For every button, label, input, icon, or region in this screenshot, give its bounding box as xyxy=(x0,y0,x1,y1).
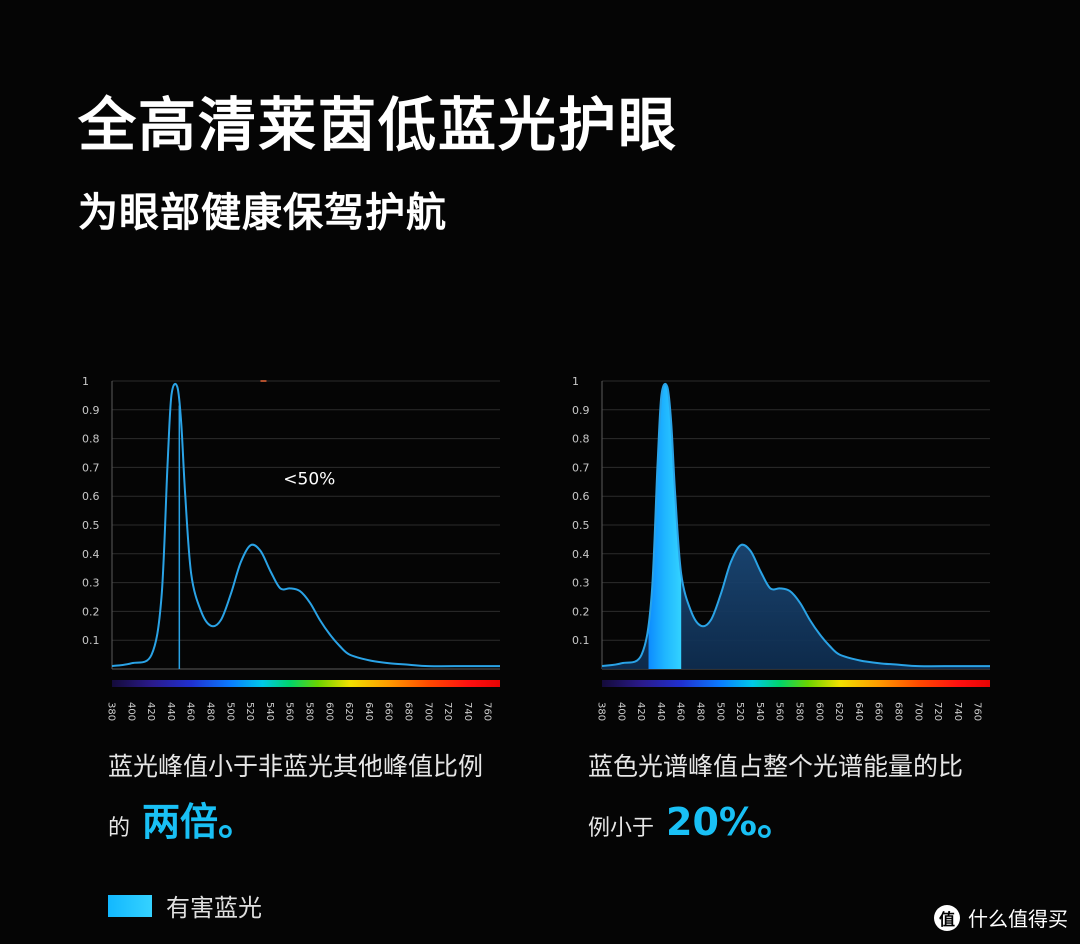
y-tick-label: 0.2 xyxy=(572,605,590,618)
x-tick-label: 420 xyxy=(145,702,156,721)
y-tick-label: 0.2 xyxy=(82,605,100,618)
y-tick-label: 0.5 xyxy=(82,519,100,532)
caption-left-emphasis: 两倍。 xyxy=(142,800,257,844)
x-tick-label: 500 xyxy=(224,702,235,721)
x-tick-label: 760 xyxy=(972,702,983,721)
x-tick-label: 680 xyxy=(893,702,904,721)
y-tick-label: 0.8 xyxy=(82,433,100,446)
caption-right-prefix: 例小于 xyxy=(588,816,655,841)
x-tick-label: 620 xyxy=(343,702,354,721)
y-tick-label: 0.9 xyxy=(82,404,100,417)
caption-left-line2: 的两倍。 xyxy=(108,800,256,846)
caption-left-line1: 蓝光峰值小于非蓝光其他峰值比例 xyxy=(108,752,484,781)
y-tick-label: 0.7 xyxy=(82,461,100,474)
x-tick-label: 400 xyxy=(615,702,626,721)
x-tick-label: 480 xyxy=(205,702,216,721)
visible-spectrum-bar xyxy=(112,680,500,687)
y-tick-label: 1 xyxy=(82,375,89,388)
x-tick-label: 520 xyxy=(244,702,255,721)
x-tick-label: 460 xyxy=(675,702,686,721)
caption-right-line2: 例小于 20%。 xyxy=(588,800,795,846)
annotation-label: <50% xyxy=(283,470,335,490)
x-tick-label: 440 xyxy=(655,702,666,721)
y-tick-label: 0.3 xyxy=(82,577,100,590)
legend: 有害蓝光 xyxy=(108,888,262,923)
x-tick-label: 420 xyxy=(635,702,646,721)
y-tick-label: 0.3 xyxy=(572,577,590,590)
spectrum-area xyxy=(602,383,990,669)
x-tick-label: 600 xyxy=(323,702,334,721)
y-tick-label: 1 xyxy=(572,375,579,388)
legend-label: 有害蓝光 xyxy=(166,894,262,922)
y-tick-label: 0.6 xyxy=(572,490,590,503)
y-tick-label: 0.1 xyxy=(82,634,100,647)
x-tick-label: 660 xyxy=(873,702,884,721)
spectrum-chart-right: 0.1 0.2 0.3 0.4 0.5 0.6 0.7 0.8 0.9 1 380 400 420 440… xyxy=(572,375,990,721)
x-tick-label: 640 xyxy=(853,702,864,721)
caption-right-emphasis: 20%。 xyxy=(666,800,795,844)
x-tick-label: 700 xyxy=(912,702,923,721)
watermark-text: 什么值得买 xyxy=(968,907,1068,931)
y-tick-label: 0.7 xyxy=(572,461,590,474)
x-tick-label: 540 xyxy=(754,702,765,721)
spectrum-curve xyxy=(111,382,500,668)
x-tick-label: 520 xyxy=(734,702,745,721)
spectrum-chart-left: 0.1 0.2 0.3 0.4 0.5 0.6 0.7 0.8 0.9 1 <50% 380 400 42… xyxy=(82,375,500,721)
y-tick-label: 0.4 xyxy=(82,548,100,561)
caption-left-prefix: 的 xyxy=(108,816,131,841)
y-tick-label: 0.1 xyxy=(572,634,590,647)
x-tick-label: 540 xyxy=(264,702,275,721)
legend-swatch xyxy=(108,894,152,917)
caption-right-line1: 蓝色光谱峰值占整个光谱能量的比 xyxy=(588,752,964,781)
x-tick-label: 580 xyxy=(794,702,805,721)
x-tick-label: 500 xyxy=(714,702,725,721)
x-tick-label: 700 xyxy=(422,702,433,721)
x-tick-label: 760 xyxy=(482,702,493,721)
x-tick-label: 440 xyxy=(165,702,176,721)
page-subtitle: 为眼部健康保驾护航 xyxy=(78,190,447,236)
x-tick-label: 580 xyxy=(304,702,315,721)
x-tick-label: 560 xyxy=(774,702,785,721)
x-tick-label: 380 xyxy=(106,702,117,721)
x-tick-label: 560 xyxy=(284,702,295,721)
watermark-logo-icon: 值 xyxy=(934,904,960,931)
x-tick-label: 740 xyxy=(952,702,963,721)
x-tick-label: 600 xyxy=(813,702,824,721)
spectrum-curve xyxy=(601,382,990,668)
x-tick-label: 720 xyxy=(932,702,943,721)
x-tick-label: 740 xyxy=(462,702,473,721)
x-tick-label: 640 xyxy=(363,702,374,721)
y-tick-label: 0.8 xyxy=(572,433,590,446)
y-tick-label: 0.5 xyxy=(572,519,590,532)
x-tick-label: 680 xyxy=(403,702,414,721)
x-tick-label: 400 xyxy=(125,702,136,721)
page-title: 全高清莱茵低蓝光护眼 xyxy=(78,91,679,159)
x-tick-label: 620 xyxy=(833,702,844,721)
y-tick-label: 0.4 xyxy=(572,548,590,561)
y-tick-label: 0.9 xyxy=(572,404,590,417)
x-tick-label: 460 xyxy=(185,702,196,721)
watermark: 值 什么值得买 xyxy=(934,903,1068,932)
y-tick-label: 0.6 xyxy=(82,490,100,503)
x-tick-label: 480 xyxy=(695,702,706,721)
x-tick-label: 720 xyxy=(442,702,453,721)
visible-spectrum-bar xyxy=(602,680,990,687)
x-tick-label: 380 xyxy=(596,702,607,721)
x-tick-label: 660 xyxy=(383,702,394,721)
